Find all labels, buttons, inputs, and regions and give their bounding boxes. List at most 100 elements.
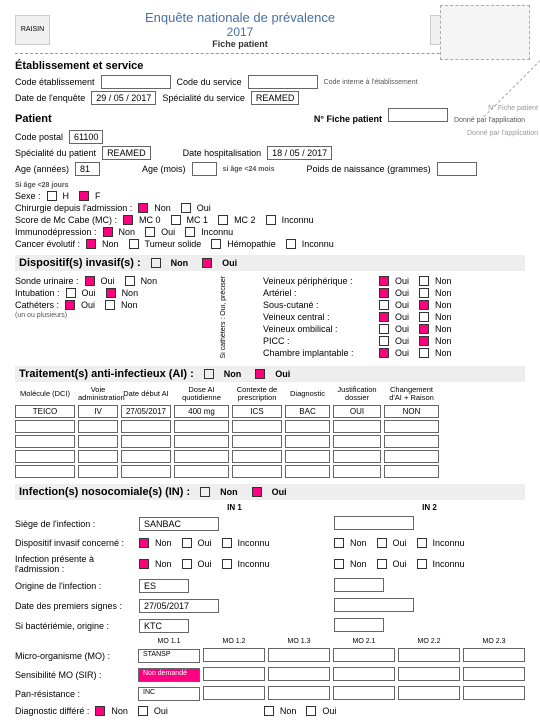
spec-pat-field[interactable]: REAMED [102, 146, 151, 160]
cp-field[interactable]: 61100 [69, 130, 103, 144]
e3g[interactable] [333, 435, 381, 448]
cb-art-non[interactable] [419, 288, 429, 298]
spec-service-field[interactable]: REAMED [251, 91, 300, 105]
sir-f2[interactable] [203, 667, 265, 681]
r1-date[interactable]: 27/05/2017 [121, 405, 171, 418]
cb-chir-non[interactable] [138, 203, 148, 213]
cb-cath-oui[interactable] [65, 300, 75, 310]
cb-sexe-h[interactable] [47, 191, 57, 201]
e3e[interactable] [232, 435, 282, 448]
e4a[interactable] [15, 450, 75, 463]
cb-im-inc[interactable] [185, 227, 195, 237]
e3d[interactable] [174, 435, 229, 448]
e5g[interactable] [333, 465, 381, 478]
e2g[interactable] [333, 420, 381, 433]
cb-ai-non[interactable] [204, 369, 214, 379]
r1-chg[interactable]: NON [384, 405, 439, 418]
cb-vp-non[interactable] [419, 276, 429, 286]
poids-field[interactable] [437, 162, 477, 176]
cb-ai-oui[interactable] [255, 369, 265, 379]
cb-di1-oui[interactable] [182, 538, 192, 548]
cb-picc-oui[interactable] [379, 336, 389, 346]
e2e[interactable] [232, 420, 282, 433]
e3h[interactable] [384, 435, 439, 448]
cb-di2-non[interactable] [334, 538, 344, 548]
cb-vo-non[interactable] [419, 324, 429, 334]
cb-ca-hem[interactable] [211, 239, 221, 249]
cb-sonde-oui[interactable] [85, 276, 95, 286]
sir-f1[interactable]: Non demandé [138, 668, 200, 682]
cb-ca-inc[interactable] [286, 239, 296, 249]
e4b[interactable] [78, 450, 118, 463]
e5f[interactable] [285, 465, 330, 478]
pan-f4[interactable] [333, 686, 395, 700]
cb-art-oui[interactable] [379, 288, 389, 298]
cb-int-non[interactable] [106, 288, 116, 298]
mo-f5[interactable] [398, 648, 460, 662]
cb-picc-non[interactable] [419, 336, 429, 346]
sir-f5[interactable] [398, 667, 460, 681]
pan-f6[interactable] [463, 686, 525, 700]
date-hosp-field[interactable]: 18 / 05 / 2017 [267, 146, 332, 160]
e2h[interactable] [384, 420, 439, 433]
bact-field[interactable]: KTC [139, 619, 189, 633]
pan-f5[interactable] [398, 686, 460, 700]
e2a[interactable] [15, 420, 75, 433]
cb-ip2-non[interactable] [334, 559, 344, 569]
cb-vo-oui[interactable] [379, 324, 389, 334]
cb-dd2-oui[interactable] [306, 706, 316, 716]
date-enquete-field[interactable]: 29 / 05 / 2017 [91, 91, 156, 105]
cb-ip1-oui[interactable] [182, 559, 192, 569]
mo-f4[interactable] [333, 648, 395, 662]
siege-field2[interactable] [334, 516, 414, 530]
cb-disp-non[interactable] [151, 258, 161, 268]
cb-vc-non[interactable] [419, 312, 429, 322]
cb-di1-non[interactable] [139, 538, 149, 548]
age-mois-field[interactable] [192, 162, 217, 176]
sir-f3[interactable] [268, 667, 330, 681]
e2f[interactable] [285, 420, 330, 433]
code-etab-field[interactable] [101, 75, 171, 89]
e5h[interactable] [384, 465, 439, 478]
orig-field2[interactable] [334, 578, 384, 592]
cb-sc-non[interactable] [419, 300, 429, 310]
cb-im-oui[interactable] [145, 227, 155, 237]
cb-sonde-non[interactable] [125, 276, 135, 286]
r1-mol[interactable]: TEICO [15, 405, 75, 418]
cb-int-oui[interactable] [66, 288, 76, 298]
e3c[interactable] [121, 435, 171, 448]
e4g[interactable] [333, 450, 381, 463]
pan-f1[interactable]: INC [138, 687, 200, 701]
sir-f6[interactable] [463, 667, 525, 681]
e4e[interactable] [232, 450, 282, 463]
age-field[interactable]: 81 [75, 162, 100, 176]
pan-f2[interactable] [203, 686, 265, 700]
cb-dd1-non[interactable] [95, 706, 105, 716]
e5a[interactable] [15, 465, 75, 478]
cb-chir-oui[interactable] [181, 203, 191, 213]
dps-field2[interactable] [334, 598, 414, 612]
bact-field2[interactable] [334, 618, 384, 632]
mo-f1[interactable]: STANSP [138, 649, 200, 663]
r1-ctx[interactable]: ICS [232, 405, 282, 418]
orig-field[interactable]: ES [139, 579, 189, 593]
mo-f2[interactable] [203, 648, 265, 662]
e4d[interactable] [174, 450, 229, 463]
cb-mc1[interactable] [171, 215, 181, 225]
e5d[interactable] [174, 465, 229, 478]
cb-ip1-non[interactable] [139, 559, 149, 569]
cb-mc0[interactable] [123, 215, 133, 225]
e3f[interactable] [285, 435, 330, 448]
e2d[interactable] [174, 420, 229, 433]
r1-dose[interactable]: 400 mg [174, 405, 229, 418]
cb-cath-non[interactable] [105, 300, 115, 310]
cb-di2-inc[interactable] [417, 538, 427, 548]
fiche-field[interactable] [388, 108, 448, 122]
cb-vc-oui[interactable] [379, 312, 389, 322]
cb-di1-inc[interactable] [222, 538, 232, 548]
pan-f3[interactable] [268, 686, 330, 700]
cb-ip2-oui[interactable] [377, 559, 387, 569]
e5c[interactable] [121, 465, 171, 478]
r1-just[interactable]: OUI [333, 405, 381, 418]
mo-f6[interactable] [463, 648, 525, 662]
